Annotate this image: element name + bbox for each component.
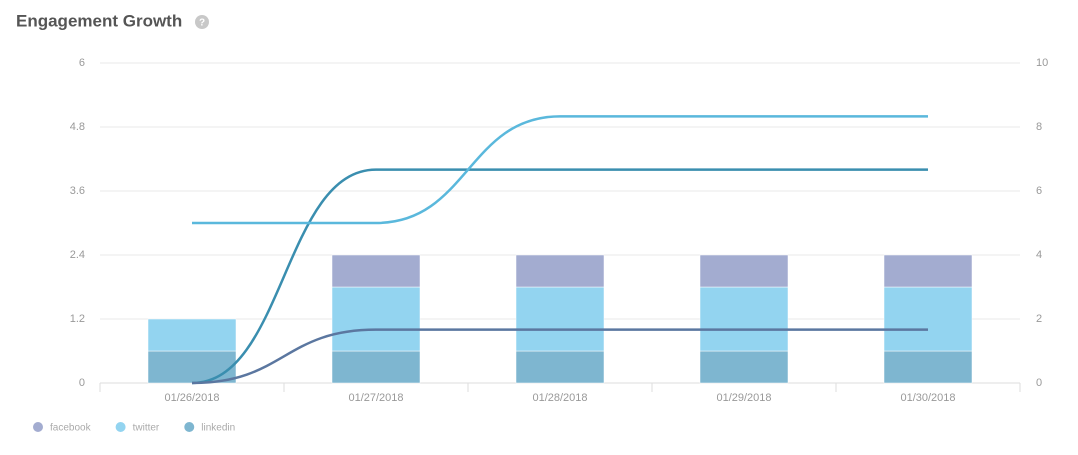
legend-label: twitter	[133, 423, 160, 434]
line-series	[191, 168, 928, 385]
line-series	[191, 328, 928, 385]
legend-swatch	[115, 422, 126, 432]
bar-segment	[515, 350, 605, 384]
bar-segment	[883, 350, 973, 384]
legend-item[interactable]: linkedin	[184, 422, 235, 434]
legend-swatch	[33, 422, 43, 432]
line-series	[191, 115, 928, 225]
legend-item[interactable]: twitter	[115, 422, 160, 434]
bar-segment	[147, 318, 237, 352]
y2-tick-label: 0	[1036, 377, 1042, 389]
help-icon[interactable]: ?	[195, 15, 209, 29]
y2-tick-label: 6	[1036, 185, 1042, 197]
chart-title: Engagement Growth	[16, 11, 182, 30]
legend-item[interactable]: facebook	[33, 422, 92, 434]
legend-swatch	[184, 422, 195, 432]
y2-tick-label: 10	[1036, 57, 1048, 69]
y-tick-label: 6	[79, 57, 85, 69]
x-tick-label: 01/26/2018	[164, 392, 219, 404]
x-tick-label: 01/29/2018	[716, 392, 771, 404]
y-tick-label: 1.2	[70, 313, 85, 325]
y-tick-label: 2.4	[70, 249, 85, 261]
bar-segment	[331, 254, 421, 288]
bar-segment	[699, 254, 789, 288]
bar-segment	[515, 286, 605, 352]
legend-label: linkedin	[201, 423, 235, 434]
bar-segment	[331, 286, 421, 352]
bar-segment	[699, 350, 789, 384]
x-tick-label: 01/27/2018	[348, 392, 403, 404]
y2-tick-label: 4	[1036, 249, 1042, 261]
bar-segment	[883, 254, 973, 288]
x-tick-label: 01/28/2018	[532, 392, 587, 404]
y2-tick-label: 8	[1036, 121, 1042, 133]
y-tick-label: 3.6	[70, 185, 85, 197]
bar-segment	[147, 350, 237, 384]
svg-text:?: ?	[199, 18, 205, 29]
y2-tick-label: 2	[1036, 313, 1042, 325]
x-tick-label: 01/30/2018	[900, 392, 955, 404]
legend-label: facebook	[50, 423, 92, 434]
bar-segment	[699, 286, 789, 352]
bar-segment	[883, 286, 973, 352]
y-tick-label: 0	[79, 377, 85, 389]
bar-segment	[331, 350, 421, 384]
y-tick-label: 4.8	[70, 121, 85, 133]
bar-segment	[515, 254, 605, 288]
